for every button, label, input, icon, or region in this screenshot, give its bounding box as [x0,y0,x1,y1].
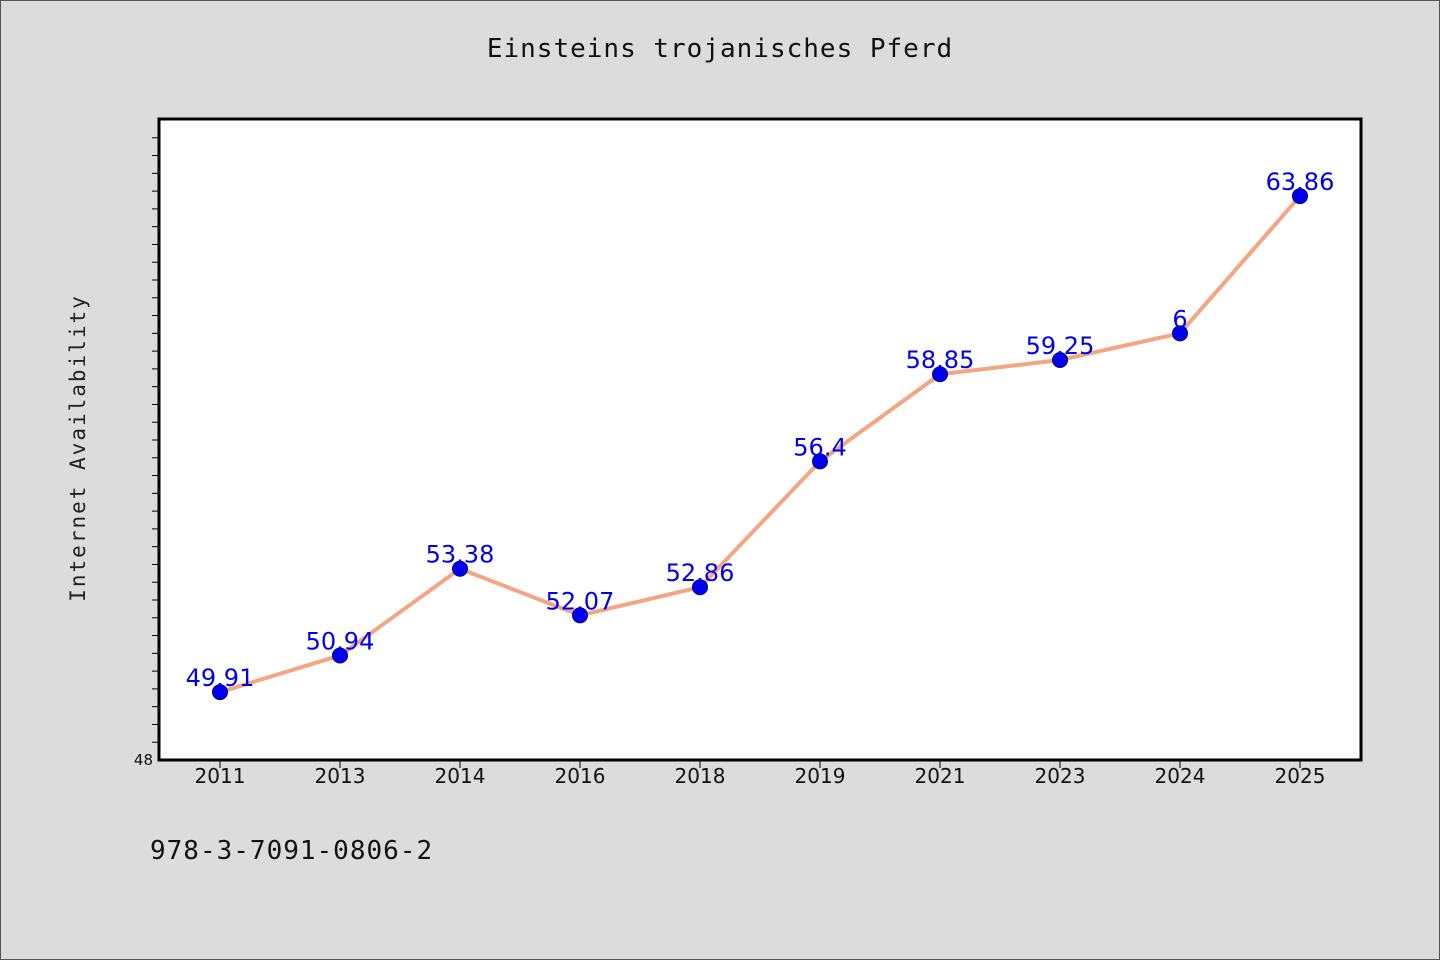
plot-area [157,117,1363,762]
y-axis-ticks: 48 [134,137,160,769]
data-label: 63.86 [1266,168,1335,196]
x-tick-label: 2013 [315,764,366,788]
data-labels: 49.91 50.94 53.38 52.07 52.86 56.4 58.85 59.25 6… [186,168,1335,692]
data-point [572,607,588,624]
data-point [212,684,228,701]
data-label: 6 [1172,305,1187,333]
data-point [692,579,708,596]
x-tick-label: 2019 [795,764,846,788]
data-label: 49.91 [186,664,255,692]
x-tick-label: 2014 [435,764,486,788]
x-axis-ticks: 2011 2013 2014 2016 2018 2019 2021 2023 2024 2025 [195,760,1326,788]
isbn-text: 978-3-7091-0806-2 [150,836,434,866]
x-tick-label: 2025 [1275,764,1326,788]
data-label: 53.38 [426,541,495,569]
x-tick-label: 2018 [675,764,726,788]
x-tick-label: 2024 [1155,764,1206,788]
data-label: 56.4 [793,433,846,461]
data-label: 58.85 [906,346,975,374]
chart-title: Einsteins trojanisches Pferd [486,34,954,64]
data-point [1292,188,1308,205]
x-tick-label: 2016 [555,764,606,788]
data-point [932,366,948,383]
data-label: 50.94 [306,627,375,655]
data-markers [212,188,1308,701]
data-point [812,453,828,470]
x-tick-label: 2011 [195,764,246,788]
data-label: 52.07 [546,587,615,615]
x-tick-label: 2021 [915,764,966,788]
data-point [332,647,348,664]
data-point [1052,352,1068,368]
data-label: 59.25 [1026,332,1095,360]
data-point [1172,325,1188,342]
data-point [452,560,468,577]
y-tick-label: 48 [134,751,153,769]
series-line [219,194,1302,695]
data-label: 52.86 [666,559,735,587]
x-tick-label: 2023 [1035,764,1086,788]
